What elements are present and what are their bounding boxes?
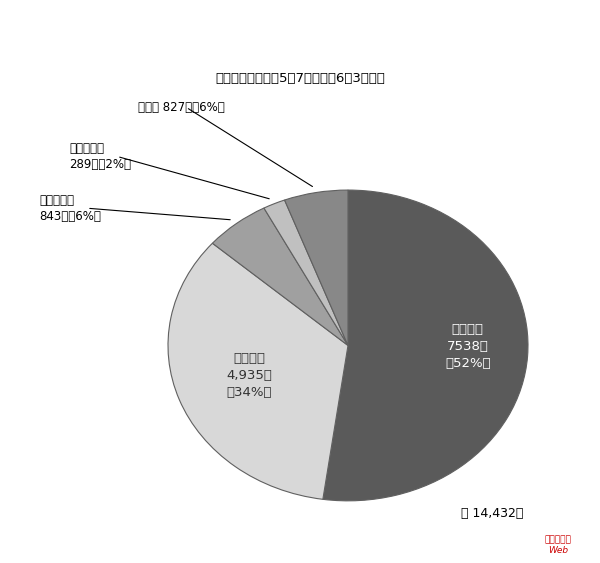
Wedge shape [323, 190, 528, 501]
Text: 一時不停止
843件（6%）: 一時不停止 843件（6%） [39, 194, 101, 223]
Text: 計 14,432件: 計 14,432件 [461, 507, 523, 520]
Wedge shape [264, 200, 348, 346]
Text: 信号無視
4,935件
（34%）: 信号無視 4,935件 （34%） [226, 352, 272, 399]
Text: 通行区分
7538件
（52%）: 通行区分 7538件 （52%） [445, 323, 491, 370]
Wedge shape [284, 190, 348, 346]
Wedge shape [212, 208, 348, 346]
Text: 歩行者妨害
289件（2%）: 歩行者妨害 289件（2%） [69, 142, 131, 171]
Text: 特定小型原動機付自転車の検挙件数(違反類型別): 特定小型原動機付自転車の検挙件数(違反類型別) [183, 15, 417, 33]
Text: その他 827件（6%）: その他 827件（6%） [138, 101, 225, 114]
Text: ベストカー
Web: ベストカー Web [545, 535, 571, 555]
Wedge shape [168, 243, 348, 499]
Text: ＜検挙件数（令和5年7月〜令和6年3月）＞: ＜検挙件数（令和5年7月〜令和6年3月）＞ [215, 72, 385, 85]
